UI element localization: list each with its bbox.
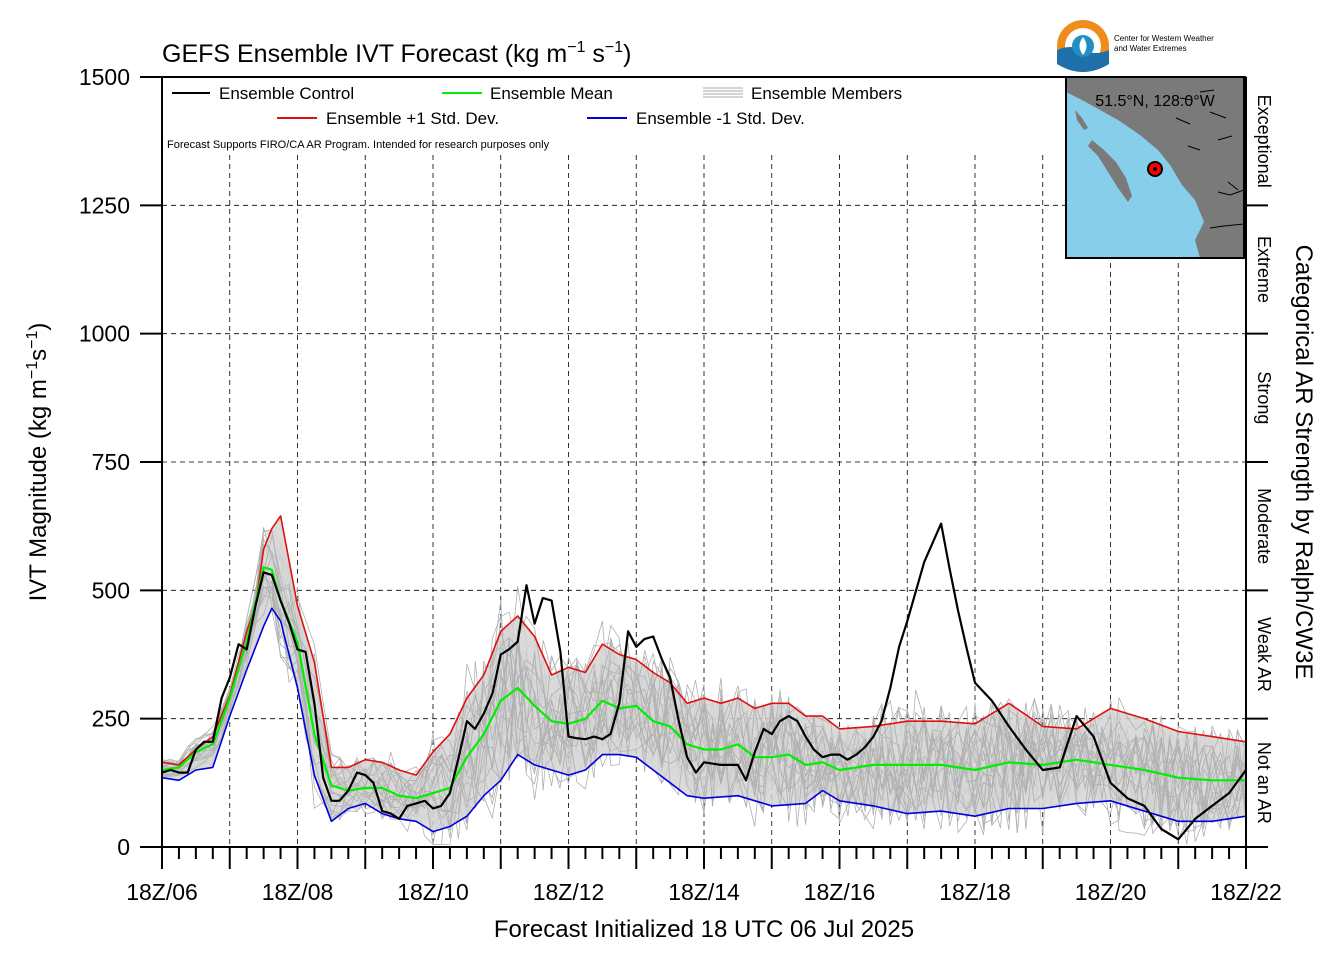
x-tick-label: 18Z/22 xyxy=(1210,879,1282,905)
legend-mean-label: Ensemble Mean xyxy=(490,84,613,103)
y-tick-label: 1250 xyxy=(79,192,130,218)
y-tick-label: 1000 xyxy=(79,321,130,347)
category-label: Strong xyxy=(1254,371,1274,424)
island-land xyxy=(1088,140,1132,202)
x-tick-label: 18Z/20 xyxy=(1075,879,1147,905)
x-tick-label: 18Z/06 xyxy=(126,879,198,905)
y-tick-label: 500 xyxy=(92,577,130,603)
y-tick-label: 250 xyxy=(92,706,130,732)
category-label: Exceptional xyxy=(1254,95,1274,188)
ensemble-member-line xyxy=(161,531,1247,815)
research-note: Forecast Supports FIRO/CA AR Program. In… xyxy=(167,139,550,151)
coastline-land xyxy=(1066,77,1244,258)
y-axis-label: IVT Magnitude (kg m−1s−1) xyxy=(24,323,52,602)
category-label: Extreme xyxy=(1254,236,1274,303)
legend-control-label: Ensemble Control xyxy=(219,84,354,103)
ar-category-axis: Not an AR Weak AR Moderate Strong Extreme Exc… xyxy=(1246,95,1274,848)
legend-minus-sd-label: Ensemble -1 Std. Dev. xyxy=(636,109,805,128)
ensemble-member-line xyxy=(161,569,1247,835)
ensemble-member-line xyxy=(161,594,1247,829)
logo-text-1: Center for Western Weather xyxy=(1114,34,1214,43)
right-axis-label: Categorical AR Strength by Ralph/CW3E xyxy=(1290,245,1317,680)
inset-location-label: 51.5°N, 128.0°W xyxy=(1095,93,1215,110)
legend-members-label: Ensemble Members xyxy=(751,84,902,103)
x-tick-label: 18Z/10 xyxy=(397,879,469,905)
ensemble-mean-line xyxy=(161,566,1246,800)
plus-sd-line xyxy=(161,515,1247,776)
x-tick-label: 18Z/14 xyxy=(668,879,740,905)
minus-sd-line xyxy=(161,607,1247,833)
x-tick-label: 18Z/18 xyxy=(939,879,1011,905)
x-tick-label: 18Z/08 xyxy=(262,879,334,905)
x-tick-label: 18Z/12 xyxy=(533,879,605,905)
ensemble-member-line xyxy=(161,585,1247,824)
axis-ticks: 0 250 500 750 1000 1250 1500 18Z/06 18Z/08 18Z/10… xyxy=(79,64,1282,905)
category-label: Moderate xyxy=(1254,488,1274,564)
logo-text-2: and Water Extremes xyxy=(1114,44,1187,53)
x-axis-label: Forecast Initialized 18 UTC 06 Jul 2025 xyxy=(494,916,914,943)
series-lines xyxy=(161,515,1247,841)
chart-title: GEFS Ensemble IVT Forecast (kg m−1 s−1) xyxy=(162,39,632,68)
category-label: Not an AR xyxy=(1254,742,1274,824)
ensemble-control-line xyxy=(161,522,1247,841)
legend-plus-sd-label: Ensemble +1 Std. Dev. xyxy=(326,109,499,128)
cw3e-logo: Center for Western Weather and Water Ext… xyxy=(1057,20,1214,72)
y-tick-label: 0 xyxy=(117,834,130,860)
y-tick-label: 1500 xyxy=(79,64,130,90)
inset-map: 51.5°N, 128.0°W xyxy=(1065,76,1245,259)
legend: Ensemble Control Ensemble Mean Ensemble … xyxy=(167,84,902,151)
x-tick-label: 18Z/16 xyxy=(804,879,876,905)
y-tick-label: 750 xyxy=(92,449,130,475)
category-label: Weak AR xyxy=(1254,617,1274,692)
ensemble-member-line xyxy=(161,586,1247,830)
ensemble-member-line xyxy=(161,585,1247,827)
legend-members-swatch xyxy=(703,87,743,98)
